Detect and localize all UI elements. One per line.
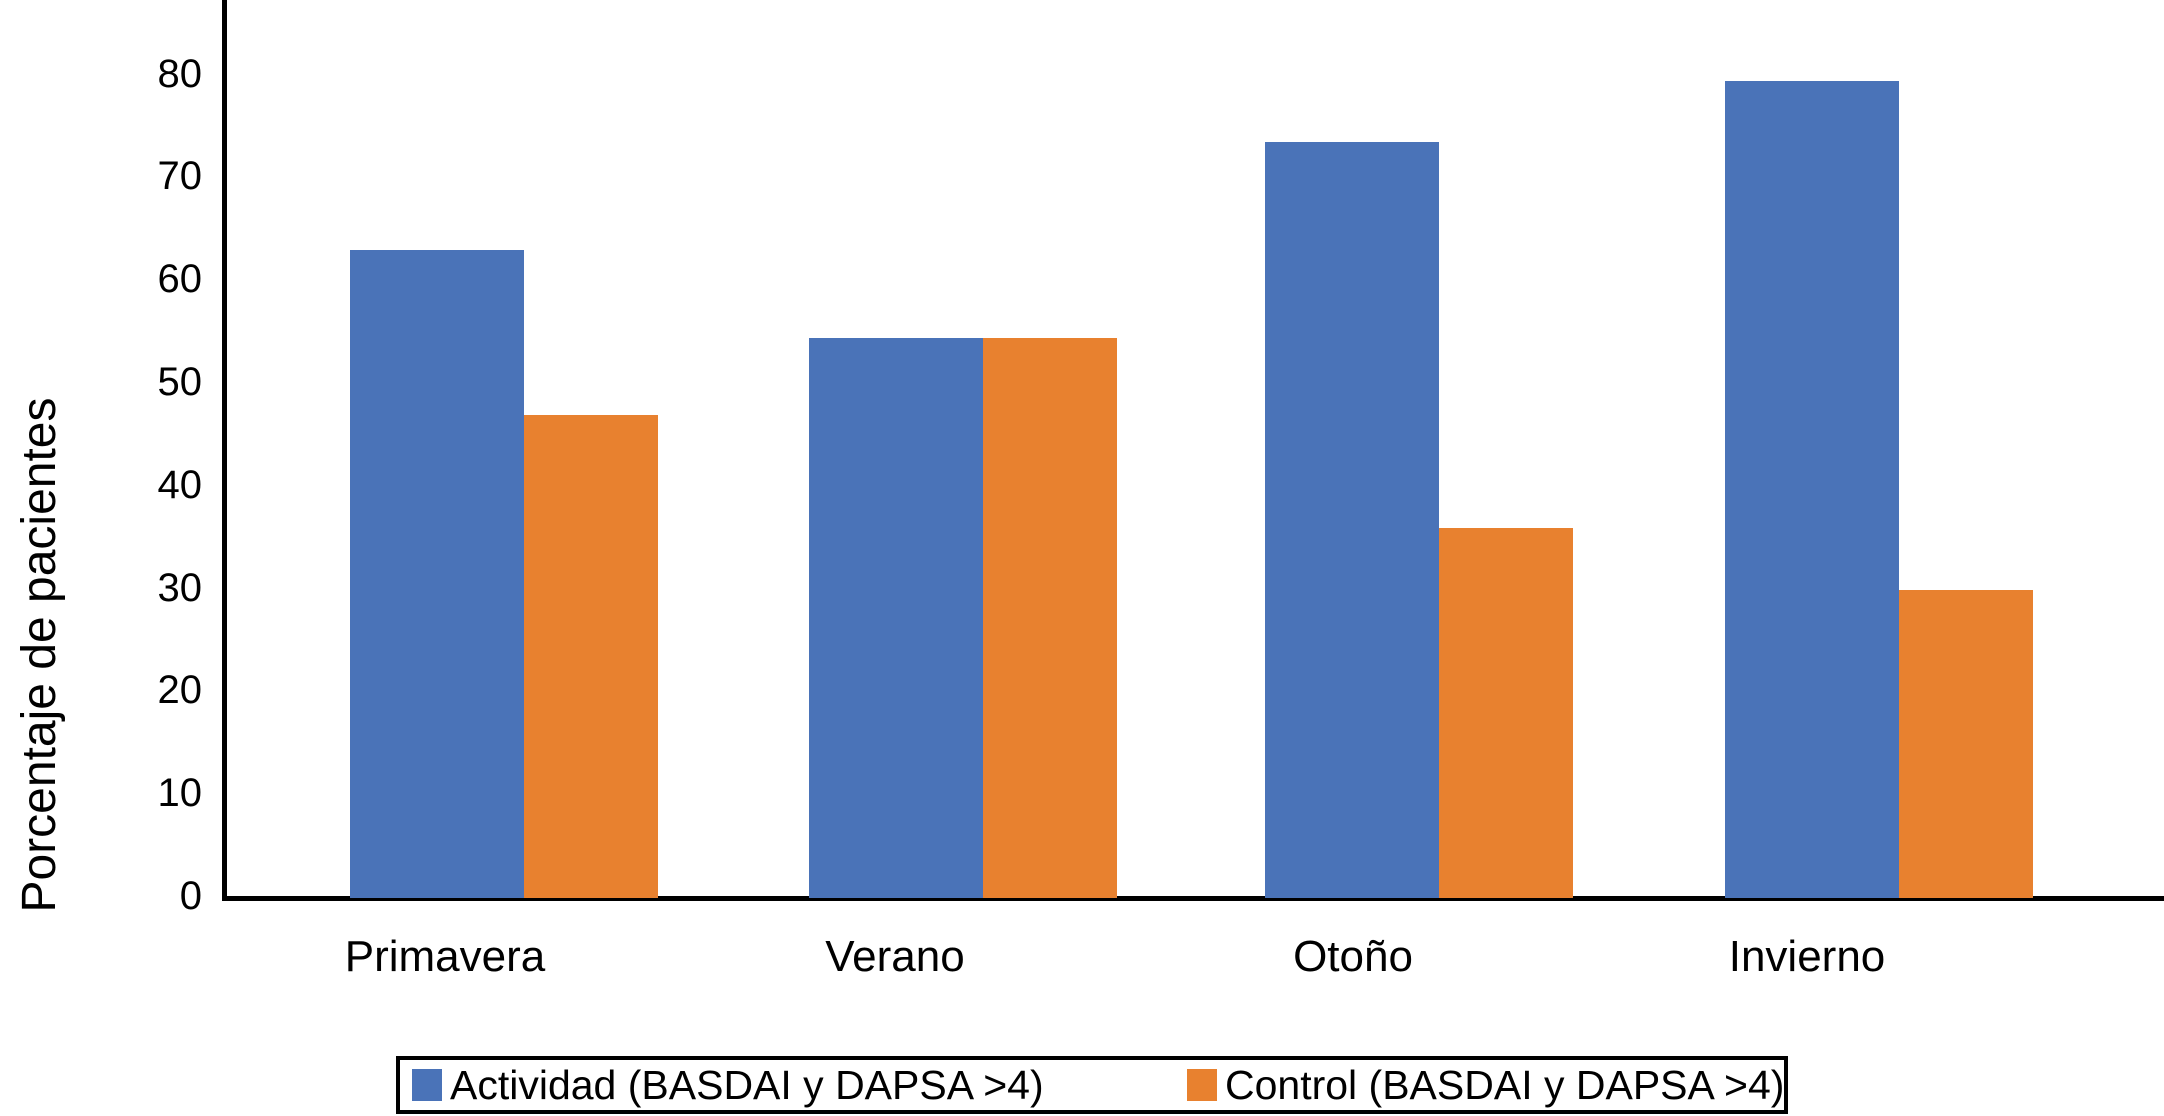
y-tick-label-10: 10 (157, 771, 203, 815)
y-tick-label-20: 20 (157, 668, 203, 712)
legend-swatch-icon (412, 1069, 442, 1101)
y-tick-label-50: 50 (157, 360, 203, 404)
bar-invierno-series-2 (1899, 590, 2033, 898)
x-axis-line (222, 896, 2164, 901)
x-category-label-otoño: Otoño (1293, 932, 1413, 981)
legend: Actividad (BASDAI y DAPSA >4) Control (BA… (396, 1056, 1788, 1114)
y-tick-label-70: 70 (157, 154, 203, 198)
x-category-label-invierno: Invierno (1728, 932, 1886, 981)
y-tick-label-40: 40 (157, 463, 203, 507)
y-tick-label-80: 80 (157, 52, 203, 96)
y-tick-label-60: 60 (157, 257, 203, 301)
y-tick-label-0: 0 (179, 874, 202, 918)
x-category-label-verano: Verano (825, 932, 965, 981)
bar-invierno-series-1 (1725, 81, 1899, 898)
bar-primavera-series-2 (524, 415, 658, 898)
bar-primavera-series-1 (350, 250, 524, 898)
y-tick-label-30: 30 (157, 566, 203, 610)
bar-verano-series-1 (809, 338, 983, 898)
bar-otoño-series-2 (1439, 528, 1573, 898)
y-axis-line (222, 0, 227, 899)
bar-otoño-series-1 (1265, 142, 1439, 898)
legend-swatch-icon (1187, 1069, 1217, 1101)
legend-label: Control (BASDAI y DAPSA >4) (1225, 1062, 1785, 1108)
legend-label: Actividad (BASDAI y DAPSA >4) (450, 1062, 1044, 1108)
legend-entry-1: Actividad (BASDAI y DAPSA >4) (412, 1063, 1044, 1107)
legend-entry-2: Control (BASDAI y DAPSA >4) (1187, 1063, 1784, 1107)
x-category-label-primavera: Primavera (344, 932, 546, 981)
bar-verano-series-2 (983, 338, 1117, 898)
